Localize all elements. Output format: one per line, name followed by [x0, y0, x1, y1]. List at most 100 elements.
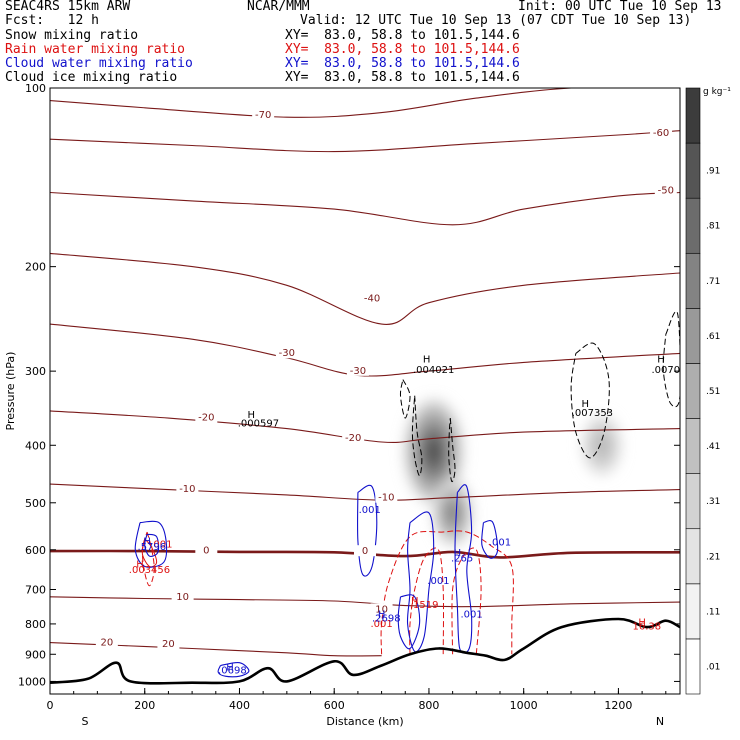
- cloud-water-label: H: [226, 662, 234, 673]
- snow-contour: [662, 310, 680, 408]
- colorbar-label: .61: [706, 332, 720, 342]
- y-tick-label: 200: [25, 261, 46, 274]
- field-xy-cloud-water: XY= 83.0, 58.8 to 101.5,144.6: [285, 56, 520, 71]
- y-tick-label: 500: [25, 497, 46, 510]
- isotherm-label: 20: [162, 639, 175, 650]
- isotherm-label: 0: [203, 545, 209, 556]
- isotherm-label-bg: [171, 590, 194, 602]
- colorbar-unit: g kg⁻¹: [703, 87, 731, 97]
- cloud-water-label: .001: [489, 537, 511, 548]
- snow-shading-band: [448, 506, 457, 520]
- y-tick-label: 900: [25, 648, 46, 661]
- cloud-water-contour: [454, 484, 473, 654]
- isotherm-label-bg: [375, 491, 398, 503]
- rain-label: .001: [370, 619, 392, 630]
- org-name: NCAR/MMM: [247, 0, 310, 14]
- snow-label: H: [248, 410, 256, 421]
- cloud-water-label: .001: [359, 505, 381, 516]
- snow-shading-band: [598, 439, 606, 452]
- snow-contour: [399, 379, 411, 419]
- y-tick-label: 1000: [18, 675, 46, 688]
- cloud-water-contour: [134, 520, 168, 568]
- field-xy-snow: XY= 83.0, 58.8 to 101.5,144.6: [285, 28, 520, 43]
- isotherm-label-bg: [342, 432, 365, 444]
- isotherm-label-bg: [176, 483, 199, 495]
- isotherm-label-bg: [370, 603, 393, 615]
- rain-contour-inner: [141, 538, 158, 568]
- isotherm-label: -20: [198, 413, 214, 424]
- isotherm-label-bg: [654, 184, 677, 196]
- snow-shading-blob: [433, 480, 472, 546]
- isotherm-line: [50, 410, 680, 443]
- isotherm-label-bg: [157, 638, 180, 650]
- isotherm-label: -10: [179, 484, 195, 495]
- cloud-water-label: H: [143, 537, 151, 548]
- snow-label: .007353: [572, 408, 613, 419]
- rain-label: .003456: [129, 565, 170, 576]
- cloud-water-label: .2698: [372, 613, 401, 624]
- x-tick-label: 1000: [510, 699, 538, 712]
- colorbar-swatch: [685, 197, 701, 254]
- snow-label: .0070: [651, 365, 680, 376]
- field-name-cloud-ice: Cloud ice mixing ratio: [5, 70, 178, 85]
- colorbar-swatch: [685, 87, 701, 144]
- snow-label: .004021: [413, 365, 454, 376]
- isotherm-label: -70: [255, 110, 271, 121]
- snow-label: H: [423, 354, 431, 365]
- isotherm-line: [50, 191, 680, 226]
- isotherm-line: [50, 549, 680, 559]
- x-tick-label: 800: [418, 699, 439, 712]
- y-tick-label: 800: [25, 618, 46, 631]
- colorbar-swatch: [685, 528, 701, 585]
- isotherm-label-bg: [346, 364, 369, 376]
- cloud-water-contour: [144, 533, 160, 557]
- colorbar-swatch: [685, 638, 701, 695]
- cloud-water-label: H: [378, 609, 386, 620]
- isotherm-line: [50, 130, 680, 153]
- colorbar-label: .01: [706, 662, 720, 672]
- colorbar-swatch: [685, 363, 701, 419]
- x-tick-label: 400: [229, 699, 250, 712]
- colorbar-label: .51: [706, 387, 720, 397]
- init-time: Init: 00 UTC Tue 10 Sep 13: [518, 0, 722, 14]
- snow-contour: [411, 395, 423, 477]
- rain-label: H: [638, 618, 646, 629]
- plot-frame: [49, 87, 681, 695]
- rain-label: .001: [150, 540, 172, 551]
- cloud-water-contour: [217, 661, 250, 678]
- rain-contour: [380, 530, 514, 655]
- model-name: SEAC4RS 15km ARW: [5, 0, 131, 14]
- rain-label: 16.38: [633, 622, 662, 633]
- forecast-hour: Fcst: 12 h: [5, 13, 99, 28]
- snow-label: .000597: [238, 419, 279, 430]
- isotherm-label: -60: [653, 128, 669, 139]
- cloud-water-label: .5796: [138, 542, 167, 553]
- cloud-water-label: .001: [427, 576, 449, 587]
- isotherm-label-bg: [195, 544, 218, 556]
- isotherm-label: -20: [345, 433, 361, 444]
- isotherm-label: 20: [100, 637, 113, 648]
- snow-shading-band: [428, 441, 440, 462]
- isotherm-label-bg: [354, 545, 376, 557]
- isotherm-line: [50, 88, 582, 118]
- colorbar-swatch: [685, 473, 701, 530]
- colorbar-swatch: [685, 252, 701, 309]
- snow-contour: [448, 418, 456, 483]
- colorbar-label: .11: [706, 607, 720, 617]
- colorbar-swatch: [685, 142, 701, 199]
- y-tick-label: 600: [25, 544, 46, 557]
- isotherm-line: [50, 596, 680, 608]
- colorbar-label: .81: [706, 222, 720, 232]
- colorbar-label: .41: [706, 442, 720, 452]
- y-tick-label: 100: [25, 82, 46, 95]
- cloud-water-label: .0698: [218, 666, 247, 677]
- isotherm-label-bg: [275, 347, 298, 359]
- x-tick-label: 0: [47, 699, 54, 712]
- isotherm-label-bg: [252, 109, 275, 121]
- south-label: S: [82, 715, 89, 728]
- terrain-line: [50, 617, 680, 685]
- field-name-rain: Rain water mixing ratio: [5, 42, 186, 57]
- rain-label: H: [136, 560, 144, 571]
- field-name-snow: Snow mixing ratio: [5, 28, 139, 43]
- x-axis-label: Distance (km): [326, 715, 403, 728]
